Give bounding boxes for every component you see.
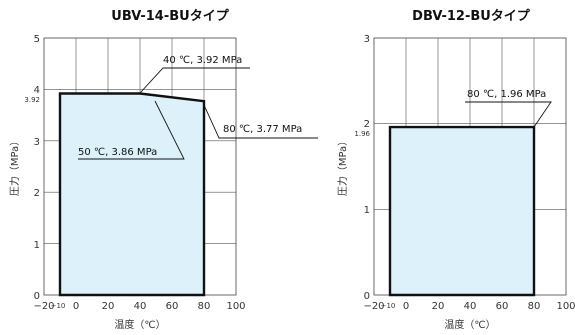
chart-left-ytick-1: 1 [34, 240, 40, 251]
chart-left-ytick-3: 3 [34, 137, 40, 148]
chart-left-annotation-50c: 50 ℃, 3.86 MPa [78, 147, 157, 158]
chart-left-ytick-2: 2 [34, 188, 40, 199]
chart-left-ytick-5: 5 [34, 34, 40, 45]
chart-right-title: DBV-12-BUタイプ [412, 9, 531, 24]
chart-left-xtick-m10: −10 [51, 302, 66, 310]
chart-left-leader-40c [139, 67, 250, 94]
chart-right-ytick-2: 2 [364, 119, 370, 130]
chart-right-xtick-60: 60 [496, 301, 509, 312]
chart-left-ytick-0: 0 [34, 291, 40, 302]
chart-right-xtick-100: 100 [556, 301, 575, 312]
chart-left-ytick-4: 4 [34, 85, 40, 96]
chart-left-annotation-80c: 80 ℃, 3.77 MPa [223, 124, 302, 135]
chart-right-xtick-m20: −20 [363, 301, 384, 312]
chart-left-xtick-m20: −20 [33, 301, 54, 312]
chart-left-xlabel: 温度（℃） [114, 318, 165, 331]
chart-right-xtick-20: 20 [432, 301, 445, 312]
chart-left-leader-80c [203, 104, 318, 139]
chart-right-ytick-196: 1.96 [354, 130, 370, 138]
chart-left-xtick-40: 40 [134, 301, 147, 312]
chart-left-xtick-60: 60 [166, 301, 179, 312]
chart-right-xtick-m10: −10 [381, 302, 396, 310]
chart-left: UBV-14-BUタイプ 0 1 2 3 4 5 3.92 −20 −10 0 … [8, 9, 318, 331]
chart-left-xtick-0: 0 [73, 301, 79, 312]
chart-right-ytick-1: 1 [364, 205, 370, 216]
chart-right-leader-80c [465, 101, 552, 128]
chart-left-xtick-100: 100 [226, 301, 245, 312]
chart-right-annotation-80c: 80 ℃, 1.96 MPa [467, 89, 546, 100]
chart-left-leader-50c [78, 100, 185, 160]
chart-right-ytick-0: 0 [364, 291, 370, 302]
chart-right-xlabel: 温度（℃） [444, 318, 495, 331]
chart-right-ytick-3: 3 [364, 34, 370, 45]
chart-left-operating-region [58, 92, 206, 297]
chart-right-xtick-40: 40 [464, 301, 477, 312]
chart-left-xtick-80: 80 [198, 301, 211, 312]
chart-left-title: UBV-14-BUタイプ [111, 9, 229, 24]
chart-left-ytick-392: 3.92 [24, 96, 40, 104]
chart-left-xtick-20: 20 [102, 301, 115, 312]
chart-right-xtick-0: 0 [403, 301, 409, 312]
chart-right-operating-region [388, 125, 536, 297]
chart-right-ylabel: 圧力（MPa） [336, 136, 349, 196]
chart-right-xtick-80: 80 [528, 301, 541, 312]
chart-left-annotation-40c: 40 ℃, 3.92 MPa [163, 55, 242, 66]
chart-left-ylabel: 圧力（MPa） [8, 136, 21, 196]
chart-right: DBV-12-BUタイプ 0 1 2 3 1.96 −20 −10 0 20 4… [336, 9, 575, 331]
